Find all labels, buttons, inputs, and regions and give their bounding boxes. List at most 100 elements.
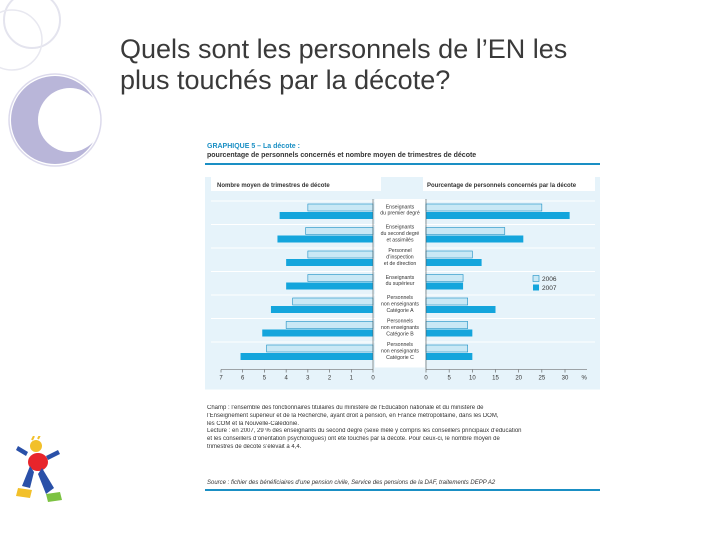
- left-tick-label: 6: [241, 376, 245, 382]
- right-tick-label: 20: [515, 376, 522, 382]
- note-line: l’Enseignement supérieur et de la Recher…: [207, 412, 499, 419]
- note-line: et les conseillers d’orientation psychol…: [207, 436, 500, 443]
- category-label: Catégorie B: [386, 331, 414, 337]
- bar-right-2006: [425, 227, 506, 235]
- bar-right-2007: [426, 329, 473, 337]
- category-label: Catégorie A: [386, 308, 414, 314]
- legend-swatch-2007: [533, 284, 539, 291]
- figure-bottom-rule: [205, 489, 600, 491]
- figure-source: Source : fichier des bénéficiaires d’une…: [207, 480, 496, 486]
- right-tick-label: 5: [447, 376, 451, 382]
- bar-right-2007: [426, 353, 473, 360]
- mascot-logo: [16, 436, 62, 502]
- bar-left-2006: [307, 250, 374, 259]
- category-label: non enseignants: [381, 349, 419, 355]
- note-line: Champ : l’ensemble des fonctionnaires ti…: [207, 405, 484, 411]
- left-tick-label: 3: [306, 376, 310, 382]
- ring-outline-2: [0, 9, 43, 71]
- left-tick-label: 7: [219, 376, 223, 382]
- note-line: trimestres de décote s’élevait à 4,4.: [207, 443, 302, 450]
- note-line: les COM et la Nouvelle-Calédonie.: [207, 420, 300, 427]
- right-tick-label: 15: [492, 376, 499, 382]
- bar-right-2006: [425, 274, 464, 282]
- mascot-head: [30, 440, 42, 452]
- category-label: d’inspection: [386, 255, 414, 261]
- left-panel-header-bg: [211, 177, 381, 191]
- right-tick-label: 10: [469, 376, 476, 382]
- category-label: Enseignants: [386, 275, 415, 281]
- category-label: Catégorie C: [386, 355, 414, 361]
- bar-left-2006: [307, 274, 374, 282]
- note-line: Lecture : en 2007, 29 % des enseignants …: [207, 428, 522, 435]
- bar-right-2006: [425, 297, 469, 306]
- bar-left-2007: [270, 306, 373, 313]
- category-label: Personnels: [387, 342, 413, 348]
- legend-label-2007: 2007: [542, 285, 557, 292]
- slide-title-line-2: plus touchés par la décote?: [120, 65, 451, 95]
- bar-left-2007: [286, 259, 373, 266]
- ring-outline-1: [3, 0, 61, 49]
- left-tick-label: 0: [371, 376, 375, 382]
- crescent-cutout: [38, 88, 102, 152]
- category-label: et assimilés: [386, 237, 414, 243]
- figure-top-rule: [205, 163, 600, 165]
- figure-subheading: pourcentage de personnels concernés et n…: [207, 152, 477, 159]
- decorative-rings: [0, 0, 102, 167]
- bar-left-2007: [262, 329, 373, 337]
- bar-left-2007: [240, 353, 373, 360]
- right-tick-label: 30: [562, 376, 569, 382]
- bar-right-2006: [425, 250, 473, 259]
- left-tick-label: 4: [284, 376, 288, 382]
- bar-right-2006: [425, 321, 469, 329]
- bar-left-2007: [277, 235, 373, 243]
- category-label: du second degré: [381, 231, 420, 237]
- mascot-foot-left: [16, 488, 32, 498]
- bar-left-2007: [286, 282, 373, 290]
- bar-right-2007: [426, 212, 570, 219]
- mascot-arm-right: [46, 450, 60, 460]
- bar-right-2007: [426, 306, 496, 313]
- right-tick-label: %: [581, 376, 587, 382]
- right-tick-label: 25: [538, 376, 545, 382]
- bar-right-2007: [426, 235, 524, 243]
- bar-left-2006: [285, 321, 374, 329]
- right-panel-title: Pourcentage de personnels concernés par …: [427, 183, 577, 189]
- bar-right-2006: [425, 203, 543, 212]
- category-label: non enseignants: [381, 302, 419, 308]
- butterfly-bar-chart: Nombre moyen de trimestres de décote Pour…: [205, 177, 600, 390]
- category-label: du supérieur: [386, 281, 415, 287]
- bar-right-2006: [425, 344, 469, 353]
- bar-left-2006: [266, 344, 374, 353]
- figure-graphique-5: GRAPHIQUE 5 – La décote : pourcentage de…: [205, 143, 600, 493]
- right-panel-header-bg: [423, 177, 595, 191]
- category-label: du premier degré: [380, 211, 420, 217]
- category-label: Personnels: [387, 295, 413, 301]
- category-label: Enseignants: [386, 225, 415, 231]
- left-tick-label: 2: [328, 376, 332, 382]
- category-label-column: [375, 199, 425, 368]
- right-tick-label: 0: [424, 376, 428, 382]
- ring-outline-3: [8, 73, 102, 167]
- left-tick-label: 5: [263, 376, 267, 382]
- left-tick-label: 1: [350, 376, 354, 382]
- slide-title: Quels sont les personnels de l’EN les pl…: [120, 34, 700, 96]
- bar-left-2006: [307, 203, 374, 212]
- mascot-leg-left: [22, 466, 34, 488]
- mascot-leg-right: [38, 468, 54, 494]
- slide-title-line-1: Quels sont les personnels de l’EN les: [120, 34, 568, 64]
- legend-label-2006: 2006: [542, 276, 557, 283]
- category-label: et de direction: [384, 261, 417, 267]
- category-label: Personnel: [388, 248, 411, 254]
- category-label: non enseignants: [381, 325, 419, 331]
- figure-notes: Champ : l’ensemble des fonctionnaires ti…: [207, 405, 597, 452]
- category-label: Enseignants: [386, 204, 415, 210]
- bar-left-2006: [305, 227, 374, 235]
- bar-right-2007: [426, 282, 464, 290]
- mascot-body-red: [28, 453, 48, 471]
- figure-heading: GRAPHIQUE 5 – La décote :: [207, 143, 300, 150]
- bar-left-2006: [292, 297, 374, 306]
- bar-right-2007: [426, 259, 482, 266]
- category-label: Personnels: [387, 319, 413, 325]
- left-panel-title: Nombre moyen de trimestres de décote: [217, 183, 330, 189]
- bar-left-2007: [279, 212, 373, 219]
